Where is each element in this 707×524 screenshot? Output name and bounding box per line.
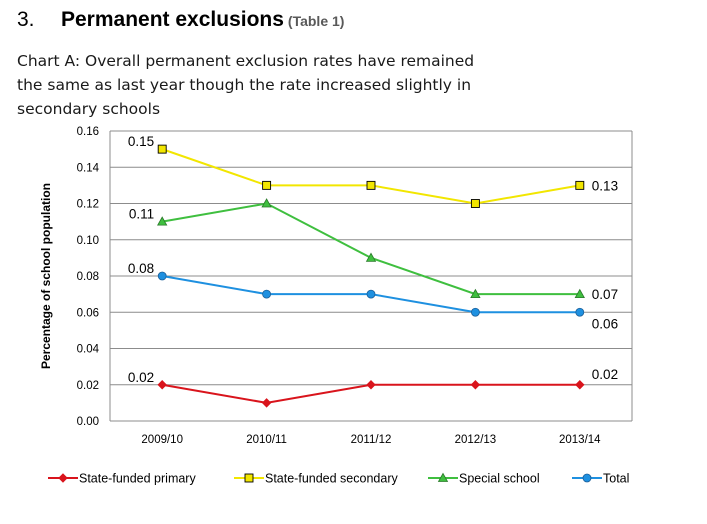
y-tick-label: 0.00 [77,416,99,428]
y-tick-label: 0.02 [77,380,99,392]
data-point-special-school [470,288,481,299]
x-tick-label: 2010/11 [246,434,287,446]
legend-label: Special school [459,472,540,486]
data-point-special-school [365,252,377,262]
section-title: Permanent exclusions [61,8,284,31]
data-point-state-funded-primary [470,380,481,390]
legend-label: State-funded primary [79,472,196,486]
data-point-state-funded-secondary [470,199,480,208]
x-tick-label: 2012/13 [455,434,497,446]
y-tick-label: 0.14 [77,162,100,174]
data-point-state-funded-secondary [157,144,167,154]
section-heading: 3. Permanent exclusions (Table 1) [17,8,344,32]
data-point-state-funded-secondary [262,180,272,190]
legend-marker [58,473,68,483]
data-point-state-funded-primary [157,380,167,390]
x-tick-label: 2013/14 [559,434,601,446]
y-tick-label: 0.12 [77,199,99,211]
y-tick-label: 0.16 [77,126,99,138]
x-tick-label: 2011/12 [351,434,392,446]
legend-label: State-funded secondary [265,472,398,486]
data-label: 0.06 [592,316,618,331]
data-point-special-school [157,216,168,226]
chart-caption: Chart A: Overall permanent exclusion rat… [17,52,475,118]
series-line-state-funded-secondary [161,148,580,205]
legend-marker [582,473,592,483]
data-point-special-school [574,288,585,299]
data-label: 0.08 [128,261,154,276]
legend-item-state-funded-secondary: State-funded secondary [234,472,398,486]
data-point-state-funded-primary [366,380,376,390]
data-point-state-funded-primary [575,380,585,390]
data-label: 0.13 [592,178,618,193]
data-point-state-funded-primary [261,398,272,408]
y-tick-label: 0.08 [77,271,99,283]
data-point-state-funded-secondary [366,180,376,190]
data-point-total [157,271,167,281]
section-number: 3. [17,8,35,31]
data-point-total [470,307,480,317]
legend-item-total: Total [572,472,629,486]
data-label: 0.11 [129,207,154,222]
legend-marker [244,473,254,483]
legend-label: Total [603,472,629,486]
data-label: 0.15 [128,134,154,149]
series-line-special-school [162,202,580,296]
data-label: 0.02 [128,370,154,385]
legend-item-special-school: Special school [428,472,540,486]
table-reference: (Table 1) [287,13,345,29]
legend-marker [437,472,449,482]
data-label: 0.07 [592,287,618,302]
data-point-special-school [261,198,272,208]
data-point-total [575,307,585,317]
data-point-state-funded-secondary [575,180,585,190]
y-axis-title: Percentage of school population [39,183,53,369]
x-tick-label: 2009/10 [141,434,183,446]
y-tick-label: 0.10 [77,235,99,247]
data-point-total [366,289,376,299]
data-label: 0.02 [592,367,618,382]
y-tick-label: 0.06 [77,307,99,319]
y-tick-label: 0.04 [77,344,100,356]
data-point-total [262,289,272,299]
legend-item-state-funded-primary: State-funded primary [48,472,196,486]
